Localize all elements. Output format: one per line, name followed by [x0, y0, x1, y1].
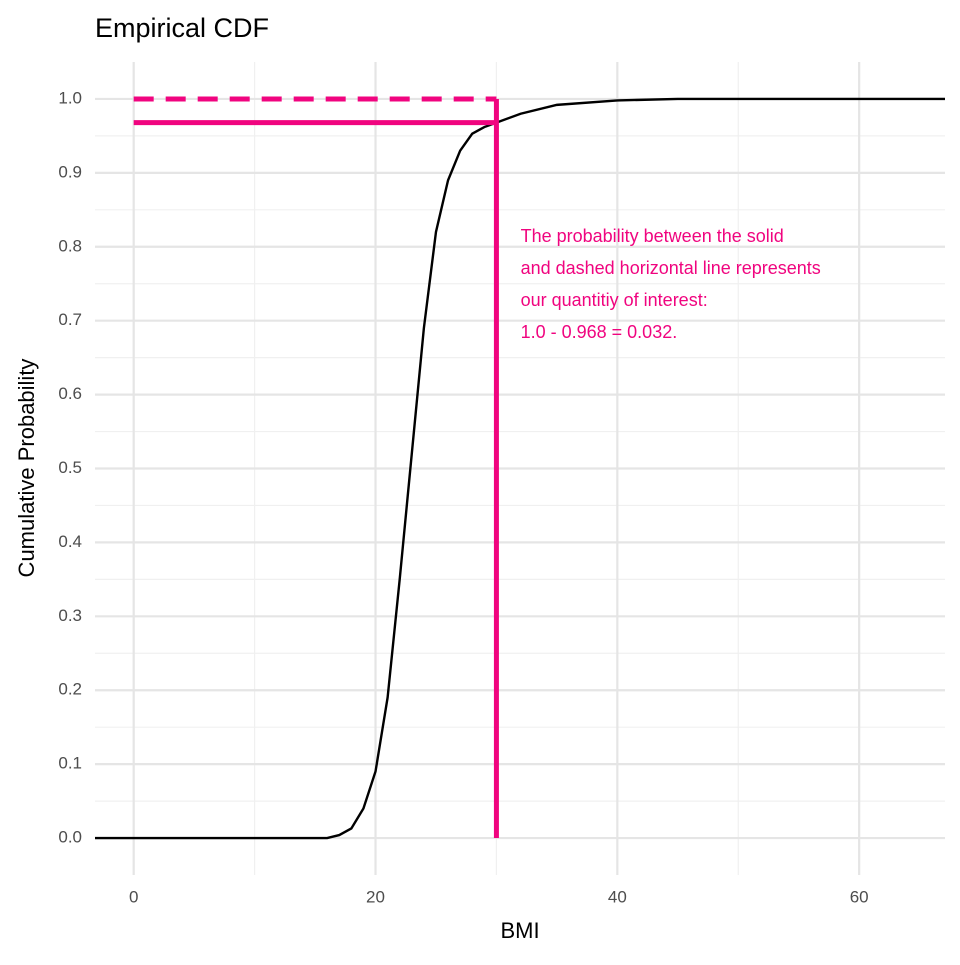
annotation-text: The probability between the solid [521, 226, 784, 246]
annotation-text: our quantitiy of interest: [521, 290, 708, 310]
y-tick-label: 0.4 [58, 532, 82, 551]
y-tick-label: 0.8 [58, 236, 82, 255]
y-tick-label: 0.3 [58, 606, 82, 625]
x-axis-title: BMI [500, 918, 539, 943]
y-tick-label: 0.1 [58, 754, 82, 773]
y-tick-label: 1.0 [58, 88, 82, 107]
ecdf-line [95, 97, 945, 840]
chart-title: Empirical CDF [95, 13, 269, 43]
annotation-text: 1.0 - 0.968 = 0.032. [521, 322, 678, 342]
annotation-text: and dashed horizontal line represents [521, 258, 821, 278]
y-axis-title: Cumulative Probability [14, 359, 39, 578]
y-tick-label: 0.7 [58, 310, 82, 329]
x-tick-label: 40 [608, 887, 627, 906]
y-tick-label: 0.5 [58, 458, 82, 477]
x-tick-label: 0 [129, 887, 138, 906]
y-tick-label: 0.0 [58, 828, 82, 847]
y-tick-label: 0.6 [58, 384, 82, 403]
y-tick-label: 0.2 [58, 680, 82, 699]
x-tick-label: 60 [850, 887, 869, 906]
y-tick-label: 0.9 [58, 162, 82, 181]
x-tick-label: 20 [366, 887, 385, 906]
